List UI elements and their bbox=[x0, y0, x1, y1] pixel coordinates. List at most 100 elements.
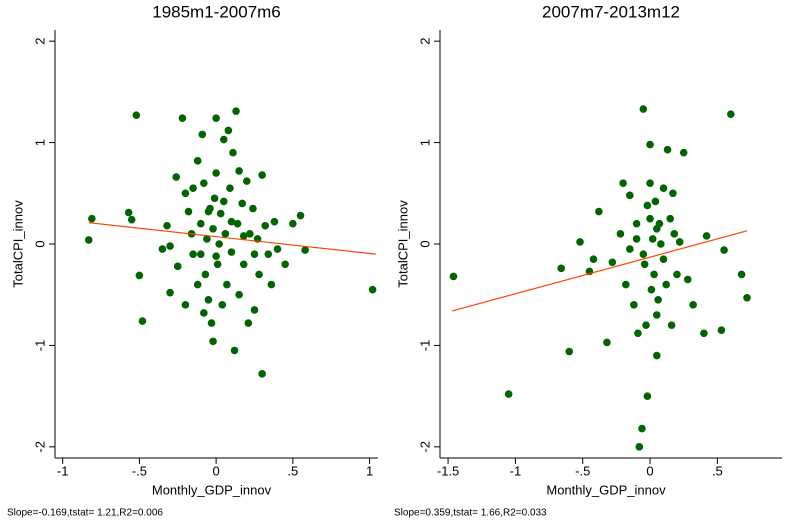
point bbox=[576, 238, 584, 246]
point bbox=[630, 301, 638, 309]
y-tick-label: 1 bbox=[417, 139, 432, 146]
point bbox=[226, 184, 234, 193]
point bbox=[196, 250, 205, 258]
x-tick-label: -1 bbox=[510, 463, 522, 478]
point bbox=[595, 207, 603, 216]
point bbox=[163, 221, 171, 230]
point bbox=[209, 337, 217, 346]
point bbox=[193, 157, 202, 165]
point bbox=[652, 311, 661, 319]
point bbox=[301, 246, 309, 254]
point bbox=[639, 250, 648, 258]
point bbox=[200, 179, 208, 187]
point bbox=[669, 189, 677, 198]
point bbox=[632, 235, 641, 243]
point bbox=[449, 272, 458, 281]
point bbox=[717, 326, 726, 335]
point bbox=[235, 290, 243, 299]
point bbox=[565, 347, 574, 356]
point bbox=[720, 246, 728, 254]
point bbox=[626, 245, 634, 253]
x-axis-label: Monthly_GDP_innov bbox=[546, 482, 666, 497]
point bbox=[127, 215, 136, 224]
y-tick-label: -2 bbox=[417, 441, 432, 453]
y-tick-label: -1 bbox=[417, 340, 432, 352]
point bbox=[173, 262, 182, 271]
point bbox=[659, 184, 668, 193]
point bbox=[638, 424, 646, 433]
point bbox=[124, 208, 133, 217]
point bbox=[261, 221, 270, 230]
point bbox=[138, 317, 147, 325]
point bbox=[700, 329, 708, 338]
x-tick-label: -1 bbox=[57, 463, 69, 478]
point bbox=[227, 217, 236, 226]
point bbox=[608, 258, 617, 267]
point bbox=[504, 390, 513, 398]
point bbox=[213, 260, 222, 269]
note: Slope=0.359,tstat= 1.66,R2=0.033 bbox=[394, 508, 547, 519]
point bbox=[215, 240, 223, 248]
point bbox=[640, 260, 649, 269]
point bbox=[181, 301, 190, 309]
point bbox=[244, 319, 253, 327]
x-tick-label: -.5 bbox=[575, 463, 590, 478]
point bbox=[166, 242, 174, 250]
point bbox=[648, 235, 657, 243]
note: Slope=-0.169,tstat= 1.21,R2=0.006 bbox=[7, 508, 163, 519]
point bbox=[643, 392, 652, 400]
point bbox=[229, 148, 237, 157]
point bbox=[281, 260, 289, 269]
point bbox=[616, 230, 625, 238]
point bbox=[646, 179, 654, 187]
point bbox=[235, 167, 243, 175]
point bbox=[646, 214, 654, 223]
point bbox=[212, 252, 220, 260]
point bbox=[643, 201, 652, 210]
point bbox=[239, 232, 248, 240]
point bbox=[662, 280, 671, 289]
point bbox=[632, 219, 641, 228]
x-tick-label: 0 bbox=[212, 463, 219, 478]
point bbox=[622, 280, 630, 289]
point bbox=[702, 232, 711, 240]
point bbox=[255, 270, 263, 279]
point bbox=[212, 114, 220, 123]
y-tick-label: 1 bbox=[32, 139, 47, 146]
point bbox=[88, 214, 96, 223]
y-axis-label: TotalCPI_innov bbox=[10, 200, 25, 288]
point bbox=[246, 230, 254, 238]
point bbox=[634, 329, 642, 338]
point bbox=[250, 250, 259, 258]
point bbox=[184, 207, 193, 216]
point bbox=[201, 270, 210, 279]
x-tick-label: 1 bbox=[366, 463, 373, 478]
point bbox=[639, 105, 648, 113]
x-axis-label: Monthly_GDP_innov bbox=[152, 482, 272, 497]
y-tick-label: 0 bbox=[417, 240, 432, 247]
point bbox=[219, 197, 228, 206]
point bbox=[296, 211, 305, 220]
point bbox=[737, 270, 746, 279]
point bbox=[189, 250, 197, 258]
point bbox=[670, 230, 679, 238]
fit-line bbox=[451, 230, 748, 312]
point bbox=[273, 245, 282, 253]
y-tick-label: 2 bbox=[417, 38, 432, 45]
point bbox=[196, 219, 205, 228]
point bbox=[683, 275, 692, 284]
x-tick-label: -1.5 bbox=[437, 463, 459, 478]
chart-title: 2007m7-2013m12 bbox=[542, 2, 680, 21]
point bbox=[589, 255, 598, 264]
point bbox=[652, 351, 661, 360]
point bbox=[227, 248, 236, 256]
y-tick-label: -1 bbox=[32, 340, 47, 352]
point bbox=[221, 230, 230, 238]
point bbox=[189, 184, 197, 193]
point bbox=[198, 130, 207, 139]
point bbox=[368, 285, 377, 294]
point bbox=[232, 107, 240, 115]
point bbox=[258, 171, 266, 179]
point bbox=[654, 295, 662, 304]
